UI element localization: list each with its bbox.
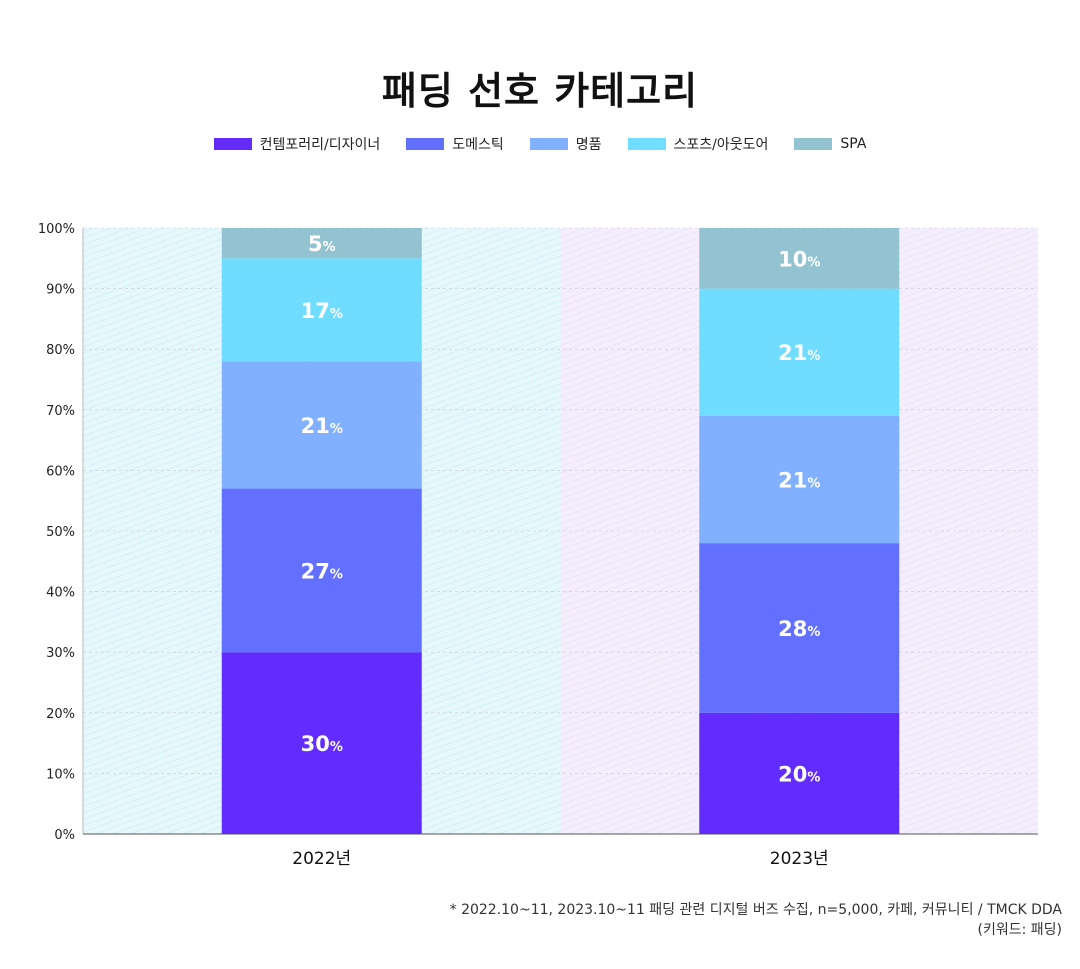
legend-item: SPA [794, 136, 866, 152]
footnote-line-1: * 2022.10~11, 2023.10~11 패딩 관련 디지털 버즈 수집… [449, 902, 1062, 918]
data-label: 17% [301, 299, 343, 323]
bar-segment [221, 228, 422, 259]
x-tick-label: 2023년 [770, 849, 829, 869]
legend-item: 명품 [529, 134, 602, 154]
y-tick-label: 60% [46, 464, 75, 479]
legend-label: 도메스틱 [452, 137, 504, 153]
bar-segment [699, 712, 900, 834]
y-tick-label: 40% [46, 586, 75, 601]
data-label: 30% [301, 732, 343, 756]
data-label: 21% [778, 341, 820, 365]
bar-segment [221, 361, 422, 489]
data-label: 27% [301, 559, 343, 583]
legend-label: 명품 [575, 137, 602, 153]
legend-item: 스포츠/아웃도어 [627, 134, 769, 154]
legend-swatch [794, 138, 833, 150]
legend-label: 스포츠/아웃도어 [673, 137, 769, 153]
bar-segment [221, 652, 422, 834]
legend-swatch [406, 138, 445, 150]
y-tick-label: 100% [38, 222, 75, 237]
chart-title: 패딩 선호 카테고리 [381, 69, 699, 113]
bar-segment [699, 415, 900, 544]
y-tick-label: 30% [46, 646, 75, 661]
data-label: 21% [301, 414, 343, 438]
y-tick-label: 0% [54, 828, 75, 843]
y-tick-label: 20% [46, 707, 75, 722]
bar-segment [699, 228, 900, 289]
legend-item: 컨템포러리/디자이너 [213, 134, 381, 154]
legend-swatch [627, 138, 666, 150]
bar-segment [221, 488, 422, 653]
footnote-line-2: (키워드: 패딩) [977, 922, 1063, 938]
y-tick-label: 90% [46, 283, 75, 298]
legend-label: SPA [840, 136, 867, 152]
legend-swatch [529, 138, 568, 150]
x-tick-label: 2022년 [292, 849, 351, 869]
legend-swatch [213, 138, 252, 150]
data-label: 28% [778, 617, 820, 641]
legend: 컨템포러리/디자이너 도메스틱 명품 스포츠/아웃도어 SPA [0, 134, 1080, 154]
bar-segment [699, 288, 900, 416]
data-label: 20% [778, 762, 820, 786]
data-label: 10% [778, 247, 820, 271]
legend-item: 도메스틱 [406, 134, 504, 154]
bar-segment [699, 543, 900, 713]
legend-label: 컨템포러리/디자이너 [259, 137, 381, 153]
y-tick-label: 50% [46, 525, 75, 540]
data-label: 21% [778, 468, 820, 492]
y-tick-label: 70% [46, 404, 75, 419]
data-label: 5% [308, 232, 336, 256]
y-tick-label: 80% [46, 343, 75, 358]
y-tick-label: 10% [46, 767, 75, 782]
bar-segment [221, 258, 422, 362]
footnote: * 2022.10~11, 2023.10~11 패딩 관련 디지털 버즈 수집… [262, 900, 1062, 940]
